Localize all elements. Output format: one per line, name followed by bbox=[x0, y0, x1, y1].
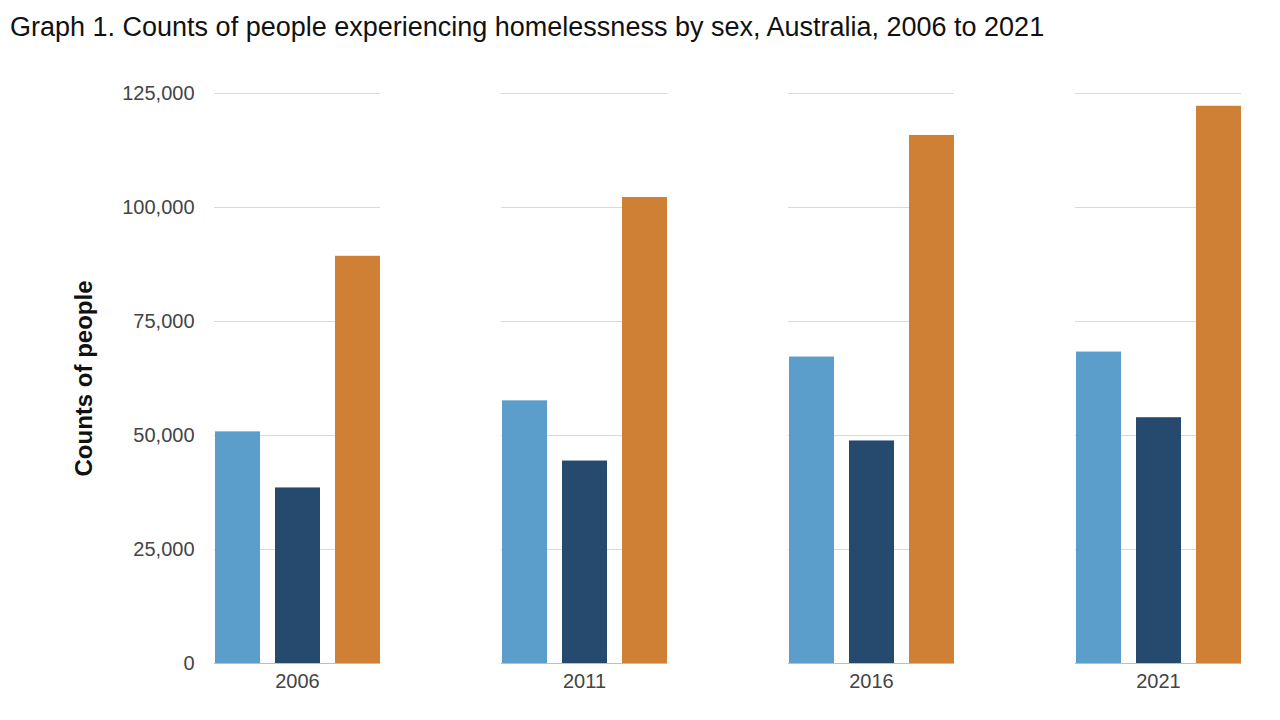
svg-text:Counts of people: Counts of people bbox=[70, 281, 97, 477]
svg-text:75,000: 75,000 bbox=[133, 310, 194, 332]
svg-text:50,000: 50,000 bbox=[133, 424, 194, 446]
svg-text:0: 0 bbox=[183, 652, 194, 674]
svg-text:25,000: 25,000 bbox=[133, 538, 194, 560]
svg-text:100,000: 100,000 bbox=[122, 196, 194, 218]
svg-text:125,000: 125,000 bbox=[122, 82, 194, 104]
svg-text:2006: 2006 bbox=[275, 670, 320, 692]
html-text:Graph 1. Counts of people expe: Graph 1. Counts of people experiencing h… bbox=[10, 12, 1045, 42]
svg-text:2016: 2016 bbox=[849, 670, 894, 692]
svg-text:2021: 2021 bbox=[1136, 670, 1181, 692]
svg-text:2011: 2011 bbox=[563, 670, 606, 692]
